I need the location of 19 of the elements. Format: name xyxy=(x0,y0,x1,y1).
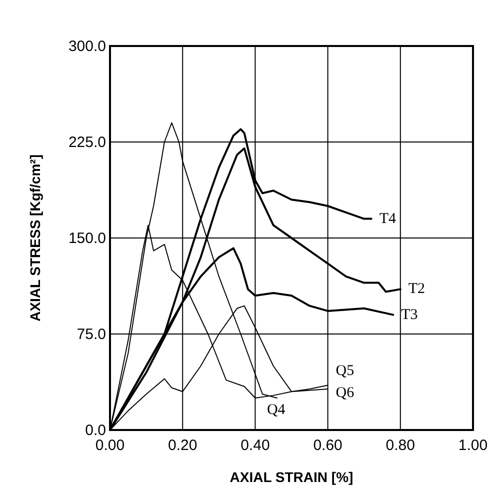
y-tick-label: 0.0 xyxy=(85,422,106,439)
x-tick-label: 0.40 xyxy=(240,437,270,454)
x-tick-label: 0.60 xyxy=(313,437,342,454)
y-tick-label: 75.0 xyxy=(76,326,106,343)
series-label: Q4 xyxy=(266,402,286,418)
x-tick-label: 0.80 xyxy=(386,437,415,454)
x-axis-title: AXIAL STRAIN [%] xyxy=(230,469,354,485)
y-tick-label: 150.0 xyxy=(68,230,106,247)
series-label: Q6 xyxy=(336,385,355,402)
y-tick-label: 225.0 xyxy=(68,134,106,151)
x-tick-label: 0.00 xyxy=(95,437,125,454)
series-label: T2 xyxy=(408,281,426,298)
series-label: T3 xyxy=(401,306,418,323)
x-tick-label: 1.00 xyxy=(458,437,488,454)
x-tick-label: 0.20 xyxy=(168,437,198,454)
y-tick-label: 300.0 xyxy=(68,38,106,55)
series-label: Q5 xyxy=(336,363,354,380)
series-label: T4 xyxy=(379,210,397,227)
y-axis-title: AXIAL STRESS [Kgf/cm²] xyxy=(27,154,43,322)
